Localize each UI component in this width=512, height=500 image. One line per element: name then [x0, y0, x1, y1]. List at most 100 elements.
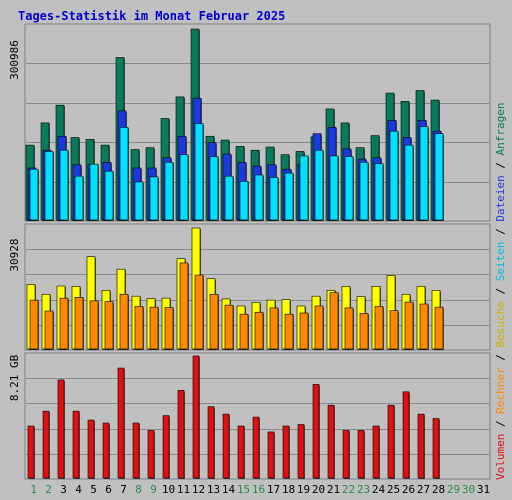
bar-rechner: [179, 262, 189, 350]
bar-seiten: [134, 181, 144, 221]
panel-volume: [24, 352, 491, 480]
bar-volumen: [282, 425, 290, 479]
panel-visits-hosts: [24, 223, 491, 351]
bar-volumen: [432, 418, 440, 479]
x-tick-label: 6: [105, 483, 112, 496]
bar-seiten: [434, 133, 444, 221]
bar-rechner: [329, 292, 339, 350]
legend-sep-3: /: [494, 281, 507, 301]
x-tick-label: 30: [462, 483, 475, 496]
bar-volumen: [27, 425, 35, 479]
bar-volumen: [147, 430, 155, 479]
bar-rechner: [254, 311, 264, 350]
x-tick-label: 25: [387, 483, 400, 496]
bar-rechner: [89, 300, 99, 350]
legend-sep-5: /: [494, 155, 507, 175]
bar-volumen: [387, 404, 395, 479]
bar-seiten: [299, 155, 309, 221]
bar-volumen: [252, 416, 260, 479]
bar-seiten: [254, 174, 264, 221]
legend-sep-1: /: [494, 414, 507, 434]
x-tick-label: 14: [222, 483, 236, 496]
bar-volumen: [267, 431, 275, 479]
x-tick-label: 17: [267, 483, 280, 496]
bar-volumen: [372, 425, 380, 479]
bar-rechner: [404, 301, 414, 350]
x-tick-label: 7: [120, 483, 127, 496]
x-tick-label: 26: [402, 483, 415, 496]
bar-seiten: [29, 168, 39, 221]
bar-rechner: [269, 307, 279, 350]
bar-rechner: [314, 305, 324, 350]
x-tick-label: 21: [327, 483, 340, 496]
bar-rechner: [119, 293, 129, 350]
bar-seiten: [74, 175, 84, 221]
bar-rechner: [374, 306, 384, 350]
bar-volumen: [417, 413, 425, 479]
scale-label-top: 300986: [8, 40, 21, 80]
bar-seiten: [179, 154, 189, 221]
x-tick-label: 20: [312, 483, 325, 496]
scale-label-bottom: 8.21 GB: [8, 354, 21, 401]
x-tick-label: 16: [252, 483, 265, 496]
chart-legend: Volumen / Rechner / Besuche / Seiten / D…: [494, 102, 507, 480]
bar-rechner: [389, 310, 399, 350]
panel-requests-files-pages: [24, 23, 491, 222]
x-tick-label: 15: [237, 483, 250, 496]
x-tick-label: 4: [75, 483, 82, 496]
bar-seiten: [194, 123, 204, 221]
x-tick-label: 12: [192, 483, 205, 496]
bar-seiten: [329, 155, 339, 221]
bar-seiten: [209, 156, 219, 221]
bar-rechner: [209, 293, 219, 350]
bar-volumen: [327, 404, 335, 479]
bar-seiten: [119, 127, 129, 221]
x-tick-label: 11: [177, 483, 190, 496]
bar-volumen: [237, 425, 245, 479]
x-tick-label: 27: [417, 483, 430, 496]
x-tick-label: 3: [60, 483, 67, 496]
legend-dateien: Dateien: [494, 175, 507, 221]
legend-seiten: Seiten: [494, 242, 507, 282]
bar-volumen: [357, 430, 365, 479]
legend-besuche: Besuche: [494, 301, 507, 347]
bar-volumen: [132, 422, 140, 479]
bar-volumen: [87, 419, 95, 479]
bar-seiten: [269, 177, 279, 221]
bar-rechner: [284, 313, 294, 350]
bar-volumen: [207, 406, 215, 479]
bar-seiten: [89, 163, 99, 221]
x-tick-label: 9: [150, 483, 157, 496]
bar-seiten: [104, 170, 114, 221]
bar-volumen: [312, 384, 320, 479]
legend-rechner: Rechner: [494, 367, 507, 414]
legend-sep-4: /: [494, 222, 507, 242]
chart-title: Tages-Statistik im Monat Februar 2025: [18, 9, 285, 23]
bar-seiten: [59, 149, 69, 221]
x-tick-label: 18: [282, 483, 295, 496]
bar-rechner: [44, 310, 54, 350]
bar-seiten: [344, 156, 354, 221]
bar-rechner: [239, 313, 249, 350]
x-tick-label: 23: [357, 483, 370, 496]
bar-volumen: [102, 422, 110, 479]
x-tick-label: 13: [207, 483, 220, 496]
legend-anfragen: Anfragen: [494, 102, 507, 155]
x-tick-label: 24: [372, 483, 386, 496]
bar-volumen: [342, 430, 350, 479]
bar-volumen: [72, 410, 80, 479]
bar-rechner: [434, 306, 444, 350]
x-tick-label: 5: [90, 483, 97, 496]
legend-sep-2: /: [494, 348, 507, 368]
bar-seiten: [239, 180, 249, 221]
x-axis-day-labels: 1 2 3 4 5 6 7 8 9 10 11 12 13 14 15 16 17 18 19 20 21 22 23 24 2…: [30, 483, 490, 496]
bar-seiten: [314, 149, 324, 221]
bar-rechner: [299, 312, 309, 350]
bar-volumen: [117, 367, 125, 479]
x-tick-label: 22: [342, 483, 355, 496]
bar-volumen: [222, 413, 230, 479]
x-tick-label: 19: [297, 483, 310, 496]
x-tick-label: 28: [432, 483, 445, 496]
bar-rechner: [344, 307, 354, 350]
